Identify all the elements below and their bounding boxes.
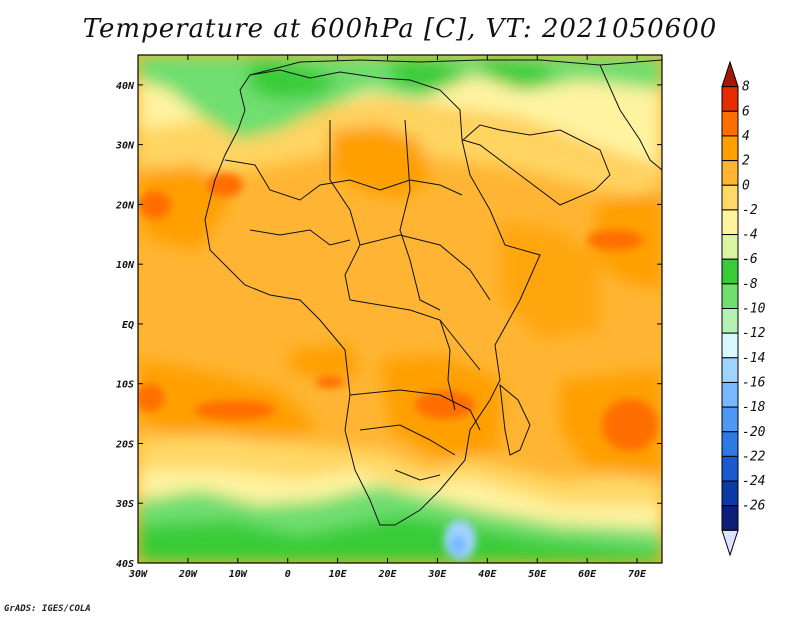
colorbar-label: 6 <box>742 104 750 119</box>
colorbar-label: -24 <box>742 474 765 489</box>
colorbar-swatch <box>721 357 739 383</box>
colorbar-label: -12 <box>742 326 766 341</box>
lat-tick-label: 30N <box>115 141 135 152</box>
colorbar-label: -10 <box>742 302 766 317</box>
temperature-field <box>138 55 662 563</box>
colorbar-swatch <box>721 209 739 236</box>
lat-tick-label: 40N <box>116 81 135 92</box>
lon-tick-label: 40E <box>478 569 497 580</box>
lon-tick-label: 0 <box>285 569 291 580</box>
colorbar-swatch <box>721 283 739 310</box>
lon-tick-label: 60E <box>578 569 597 580</box>
colorbar-swatch <box>721 234 739 260</box>
colorbar-swatch <box>721 308 739 334</box>
colorbar-top-triangle <box>721 60 739 88</box>
colorbar-bottom-triangle <box>721 529 739 557</box>
colorbar-label: -2 <box>742 203 758 218</box>
colorbar-label: -18 <box>742 400 766 415</box>
colorbar-swatch <box>721 160 739 186</box>
map-title: Temperature at 600hPa [C], VT: 202105060… <box>82 14 718 44</box>
colorbar-label: -14 <box>742 351 765 366</box>
lon-tick-label: 30W <box>128 569 148 580</box>
latitude-axis: 40N 30N 20N 10N EQ 10S 20S 30S 40S <box>115 81 662 570</box>
colorbar-swatch <box>721 406 739 433</box>
colorbar-label: 2 <box>742 154 750 169</box>
longitude-axis: 30W 20W 10W 0 10E 20E 30E 40E 50E 60E 70E <box>128 55 647 580</box>
lat-tick-label: 30S <box>115 499 134 510</box>
colorbar-label: 4 <box>742 129 750 144</box>
lon-tick-label: 10E <box>329 569 348 580</box>
colorbar: 8 6 4 2 0 -2 -4 -6 -8 -10 -12 -14 -16 -18 -20 -22 -24 -26 <box>721 60 766 557</box>
lat-tick-label: 20S <box>115 439 134 450</box>
colorbar-swatch <box>721 332 739 359</box>
colorbar-swatch <box>721 381 739 408</box>
lat-tick-label: 10N <box>116 260 135 271</box>
lon-tick-label: 20W <box>178 569 198 580</box>
colorbar-swatch <box>721 135 739 162</box>
lat-tick-label: 20N <box>115 200 135 211</box>
colorbar-swatch <box>721 431 739 457</box>
lon-tick-label: 20E <box>377 569 397 580</box>
colorbar-swatch <box>721 86 739 112</box>
coastlines <box>204 59 662 526</box>
lat-tick-label: 40S <box>116 559 134 570</box>
colorbar-label: -8 <box>742 277 758 292</box>
colorbar-label: -4 <box>742 228 758 243</box>
plot-frame <box>137 54 663 564</box>
colorbar-swatch <box>721 455 739 482</box>
lon-tick-label: 70E <box>628 569 647 580</box>
lat-tick-label: 10S <box>116 380 134 391</box>
lon-tick-label: 10W <box>229 569 248 580</box>
lon-tick-label: 50E <box>528 569 547 580</box>
colorbar-label: 8 <box>742 80 750 95</box>
colorbar-swatch <box>721 505 739 531</box>
colorbar-label: -22 <box>742 449 766 464</box>
grads-credit: GrADS: IGES/COLA <box>4 604 91 614</box>
colorbar-label: -20 <box>742 425 766 440</box>
colorbar-swatch <box>721 480 739 507</box>
colorbar-swatch <box>721 184 739 211</box>
colorbar-label: -6 <box>742 252 758 267</box>
colorbar-label: -26 <box>742 499 766 514</box>
colorbar-swatch <box>721 258 739 285</box>
lat-tick-label: EQ <box>122 320 134 331</box>
colorbar-swatch <box>721 110 739 137</box>
lon-tick-label: 30E <box>427 569 447 580</box>
colorbar-label: 0 <box>742 178 750 193</box>
colorbar-label: -16 <box>742 375 766 390</box>
